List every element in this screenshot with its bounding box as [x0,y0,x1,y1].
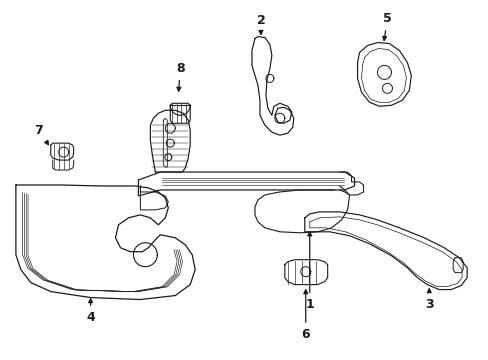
Text: 1: 1 [305,232,313,311]
Text: 6: 6 [301,290,309,341]
Text: 7: 7 [34,124,48,145]
Text: 5: 5 [382,12,391,40]
Text: 2: 2 [256,14,265,34]
Text: 8: 8 [176,62,184,91]
Text: 4: 4 [86,299,95,324]
Text: 3: 3 [424,289,433,311]
